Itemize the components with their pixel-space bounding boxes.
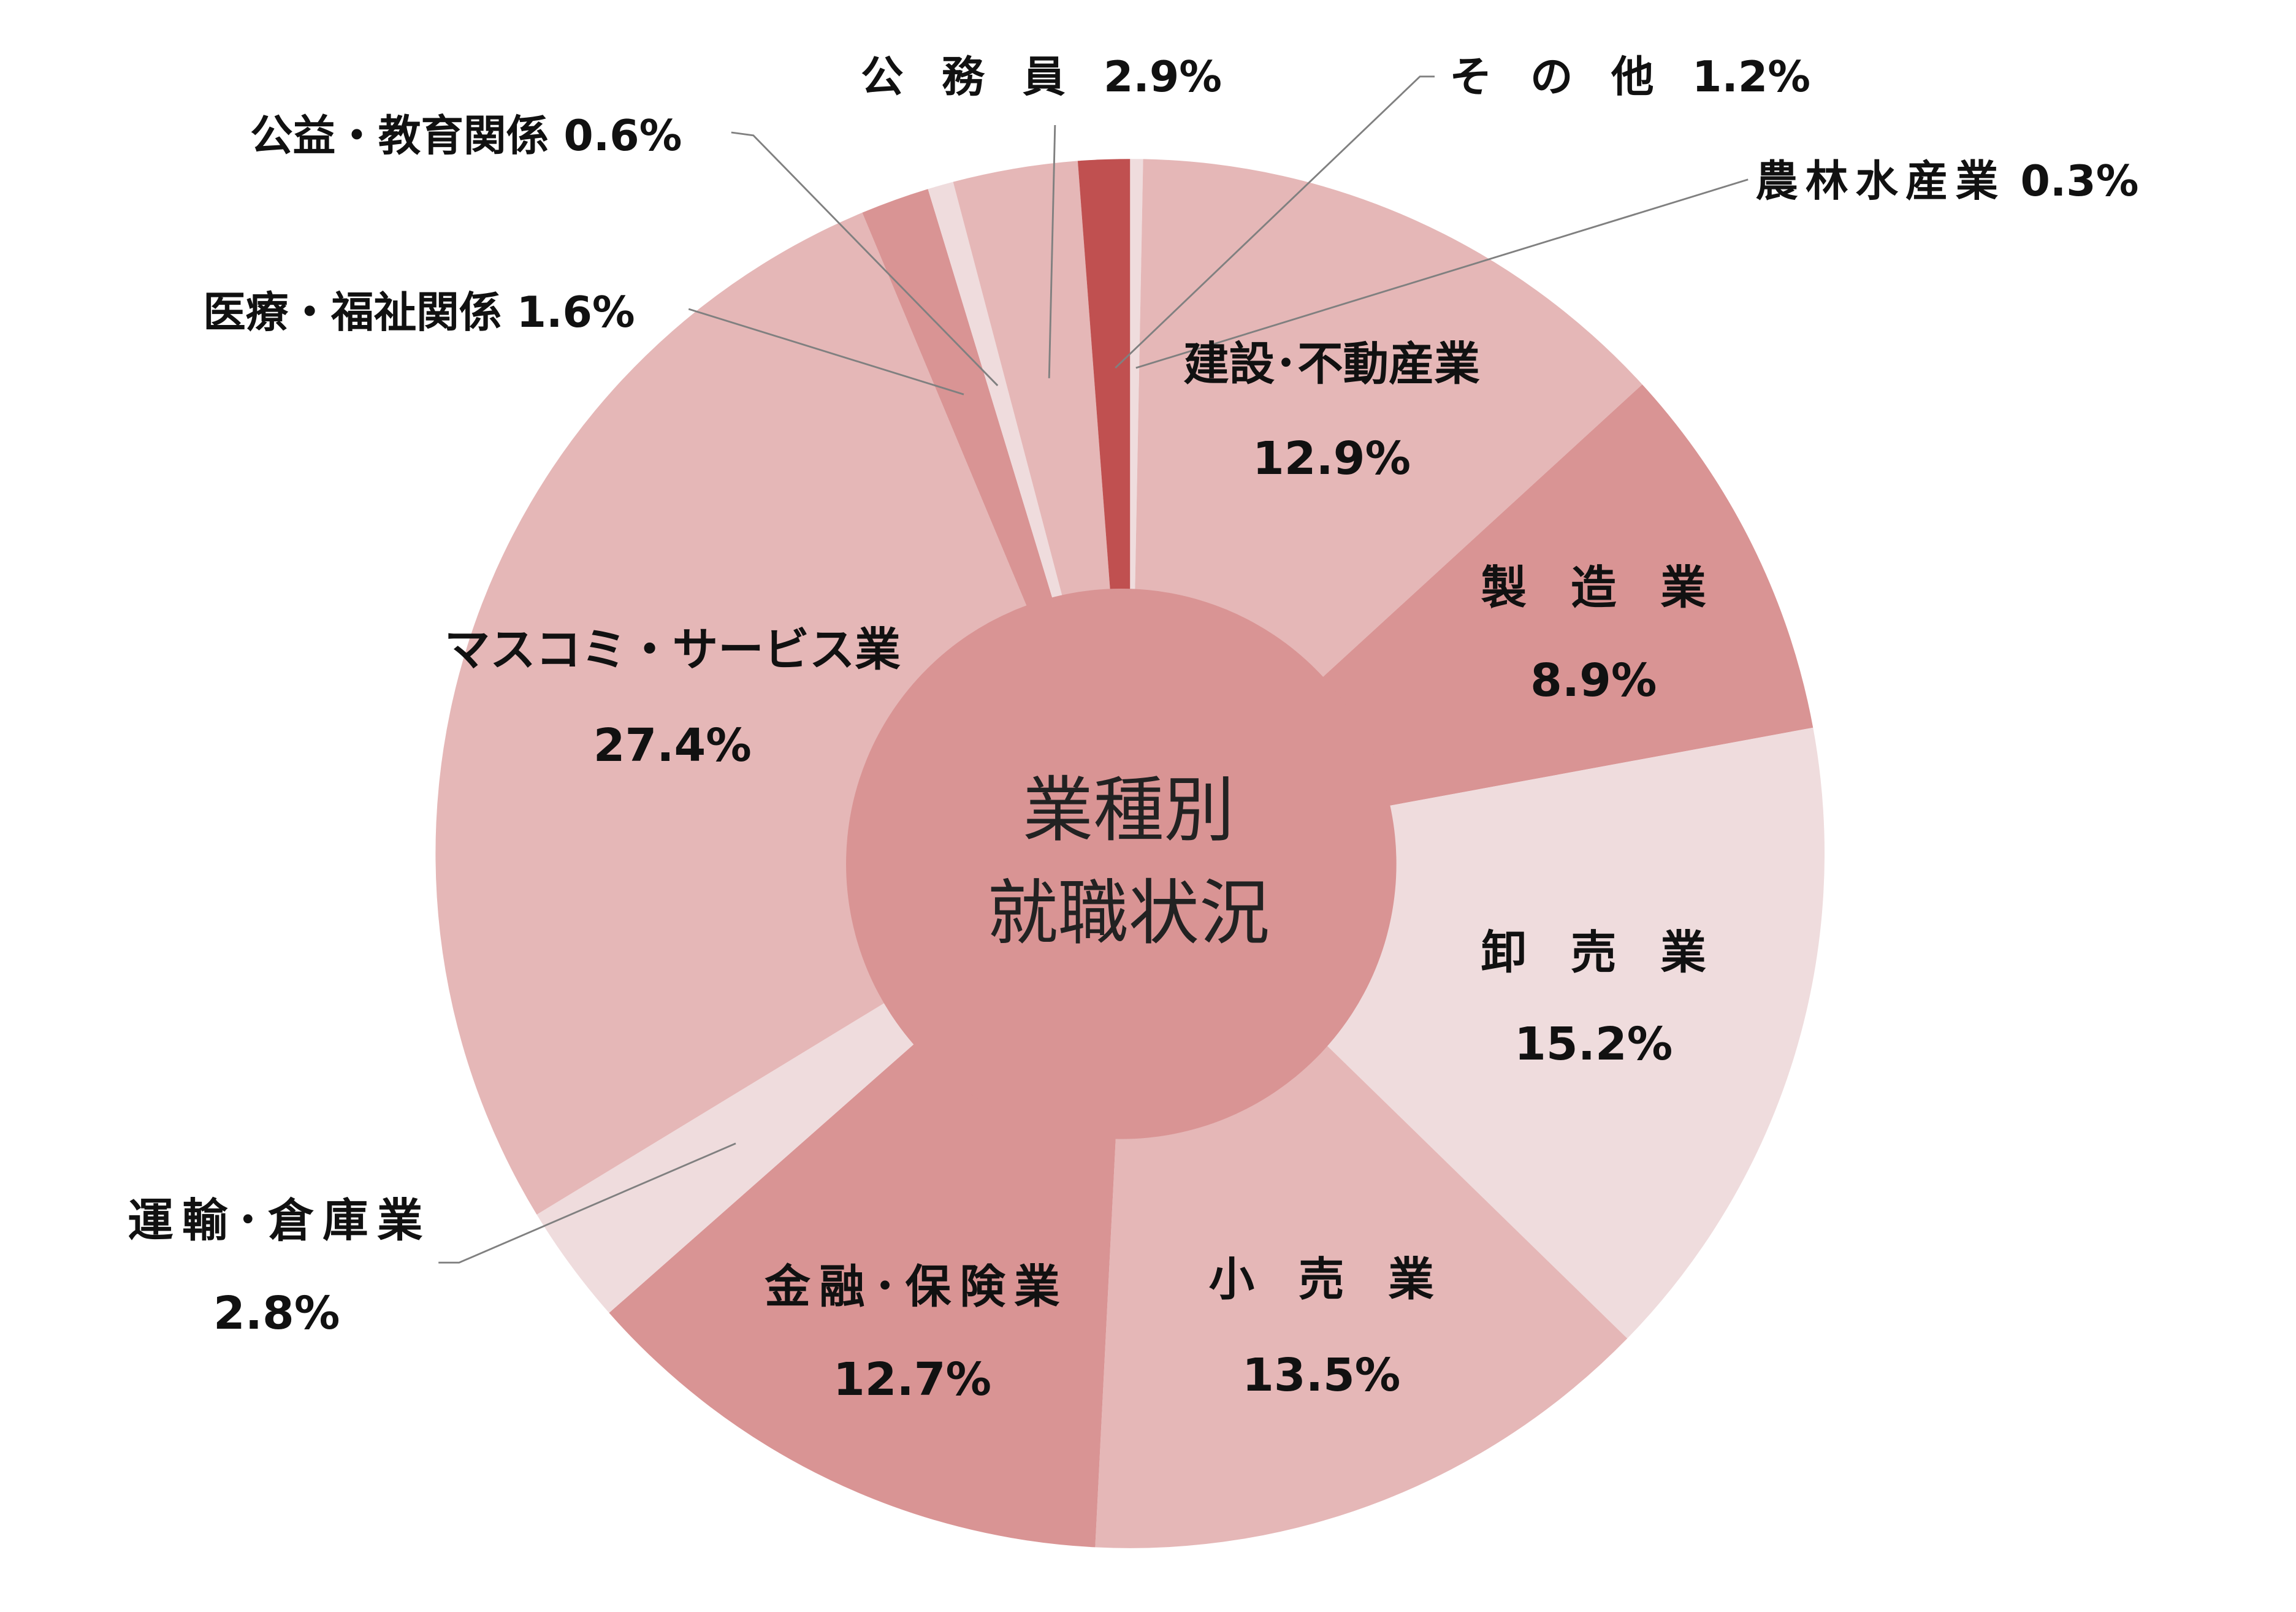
slice-label-civil-servant: 公務員2.9% — [861, 52, 1222, 102]
slice-value-other: 1.2% — [1692, 52, 1810, 102]
slice-label-medical: 医療・福祉関係 1.6% — [203, 288, 635, 337]
slice-value-finance: 12.7% — [833, 1353, 991, 1406]
leader-line-transport — [438, 1142, 736, 1264]
center-title-line-2: 就職状況 — [987, 873, 1270, 955]
slice-value-construction: 12.9% — [1253, 432, 1411, 485]
leader-line-agriculture — [1135, 178, 1749, 369]
center-disc — [846, 589, 1397, 1139]
pie-slice-7 — [435, 212, 1131, 1215]
slice-label-construction: 建設･不動産業 — [1183, 337, 1480, 391]
leader-line-civil-servant — [1048, 124, 1056, 378]
slice-value-transport: 2.8% — [213, 1286, 340, 1340]
slice-value-media-service: 27.4% — [593, 719, 752, 772]
slice-label-other: その他1.2% — [1449, 52, 1810, 102]
slice-label-media-service: マスコミ・サービス業 — [444, 623, 901, 676]
slice-value-retail: 13.5% — [1242, 1348, 1400, 1402]
slice-value-agriculture: 0.3% — [2020, 156, 2138, 206]
slice-label-finance: 金融･保険業 — [764, 1260, 1069, 1313]
center-title-line-1: 業種別 — [1023, 770, 1235, 852]
leader-line-medical — [688, 308, 964, 395]
slice-label-agriculture: 農林水産業 0.3% — [1755, 156, 2138, 206]
slice-value-public-benefit: 0.6% — [563, 111, 682, 161]
slice-label-retail: 小売業 — [1209, 1253, 1478, 1306]
slice-value-medical: 1.6% — [517, 288, 635, 337]
slice-value-civil-servant: 2.9% — [1104, 52, 1222, 102]
slice-label-wholesale: 卸売業 — [1481, 926, 1750, 979]
slice-label-public-benefit: 公益・教育関係 0.6% — [250, 111, 682, 161]
leader-line-public-benefit — [731, 131, 999, 386]
slice-value-wholesale: 15.2% — [1514, 1017, 1672, 1071]
slice-label-transport: 運輸･倉庫業 — [128, 1194, 432, 1247]
leader-line-other — [1115, 75, 1435, 369]
slice-label-manufacturing: 製造業 — [1481, 561, 1750, 614]
slice-value-manufacturing: 8.9% — [1530, 654, 1657, 707]
